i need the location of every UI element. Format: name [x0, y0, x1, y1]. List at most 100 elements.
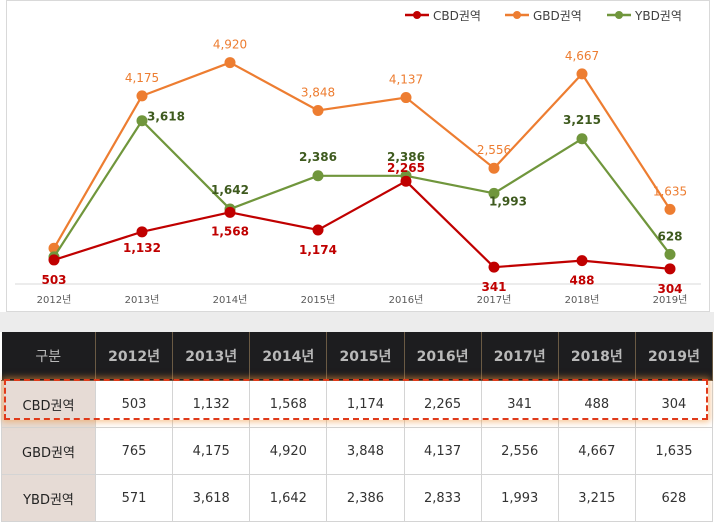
table-corner-header: 구분 [1, 332, 96, 381]
data-point [136, 226, 148, 238]
table-cell: 3,618 [172, 474, 251, 522]
data-label: 3,618 [147, 110, 185, 124]
table-header-2014: 2014년 [249, 332, 328, 381]
table-cell: 2,265 [403, 380, 482, 428]
data-label: 4,175 [125, 71, 159, 85]
data-point [664, 263, 676, 275]
table-cell: 304 [634, 380, 714, 428]
data-label: 4,137 [389, 73, 423, 87]
x-tick-label: 2012년 [37, 294, 72, 306]
legend-label: CBD권역 [433, 9, 481, 23]
table-cell: 4,667 [557, 427, 636, 475]
data-label: 4,920 [213, 38, 247, 52]
table-header-row: 구분 2012년 2013년 2014년 2015년 2016년 2017년 2… [1, 332, 714, 381]
data-table-wrap: 구분 2012년 2013년 2014년 2015년 2016년 2017년 2… [0, 332, 714, 522]
data-label: 3,215 [563, 113, 601, 127]
table-cell: 4,920 [249, 427, 328, 475]
series-line-2 [53, 119, 671, 258]
table-cell: 341 [480, 380, 559, 428]
data-point [576, 133, 588, 145]
data-label: 1,568 [211, 224, 249, 238]
data-label: 2,265 [387, 161, 425, 175]
table-cell: 571 [94, 474, 174, 522]
data-label: 1,993 [489, 194, 527, 208]
table-cell: 1,568 [249, 380, 328, 428]
x-tick-label: 2013년 [125, 294, 160, 306]
legend-label: YBD권역 [634, 9, 682, 23]
data-point [136, 90, 148, 102]
table-cell: 1,642 [249, 474, 328, 522]
table-cell: 1,132 [172, 380, 251, 428]
table-row-ybd: YBD권역 571 3,618 1,642 2,386 2,833 1,993 … [1, 474, 714, 522]
table-header-2015: 2015년 [326, 332, 405, 381]
legend-label: GBD권역 [533, 9, 582, 23]
table-cell: 4,175 [172, 427, 251, 475]
data-point [224, 206, 236, 218]
table-header-2018: 2018년 [558, 332, 636, 381]
data-point [488, 162, 500, 174]
data-label: 503 [41, 273, 66, 287]
data-label: 4,667 [565, 49, 599, 63]
data-point [224, 57, 236, 69]
data-label: 1,635 [653, 184, 687, 198]
table-cell: 628 [634, 474, 714, 522]
table-cell: 765 [94, 427, 174, 475]
table-cell: 2,386 [326, 474, 405, 522]
row-label-gbd: GBD권역 [1, 427, 96, 475]
table-cell: 3,848 [326, 427, 405, 475]
x-tick-label: 2017년 [477, 294, 512, 306]
data-label: 488 [569, 274, 594, 288]
table-cell: 503 [94, 380, 174, 428]
x-tick-label: 2014년 [213, 294, 248, 306]
data-table: 구분 2012년 2013년 2014년 2015년 2016년 2017년 2… [1, 332, 714, 522]
row-label-ybd: YBD권역 [1, 474, 96, 522]
section-gap [0, 312, 714, 332]
data-point [312, 224, 324, 236]
table-cell: 1,174 [326, 380, 405, 428]
x-tick-label: 2015년 [301, 294, 336, 306]
data-label: 2,386 [299, 150, 337, 164]
x-tick-label: 2018년 [565, 294, 600, 306]
chart-canvas: 2012년 2013년 2014년 2015년 2016년 2017년 2018년 2019년… [15, 9, 701, 306]
legend-swatch-dot [615, 11, 623, 19]
table-header-2019: 2019년 [635, 332, 714, 381]
data-label: 1,642 [211, 183, 249, 197]
data-label: 341 [481, 280, 506, 294]
table-cell: 3,215 [557, 474, 636, 522]
data-point [48, 254, 60, 266]
series-line-1 [53, 61, 671, 249]
data-point [312, 170, 324, 182]
data-point [488, 261, 500, 273]
table-cell: 488 [557, 380, 636, 428]
legend-swatch-dot [413, 11, 421, 19]
line-chart: 2012년 2013년 2014년 2015년 2016년 2017년 2018년 2019년… [6, 0, 710, 312]
data-point [664, 248, 676, 260]
data-point [664, 203, 676, 215]
table-row-cbd: CBD권역 503 1,132 1,568 1,174 2,265 341 48… [1, 380, 714, 428]
x-tick-label: 2016년 [389, 294, 424, 306]
table-cell: 1,993 [480, 474, 559, 522]
data-point [576, 68, 588, 80]
table-header-2012: 2012년 [95, 332, 174, 381]
data-point [136, 115, 148, 127]
table-cell: 2,556 [480, 427, 559, 475]
data-point [400, 175, 412, 187]
x-tick-label: 2019년 [653, 294, 688, 306]
data-point [576, 255, 588, 267]
table-cell: 2,833 [403, 474, 482, 522]
data-label: 1,132 [123, 241, 161, 255]
table-cell: 1,635 [634, 427, 714, 475]
data-label: 304 [657, 282, 682, 296]
legend-swatch-dot [513, 11, 521, 19]
table-header-2016: 2016년 [404, 332, 482, 381]
data-label: 628 [657, 229, 682, 243]
data-point [400, 92, 412, 104]
table-row-gbd: GBD권역 765 4,175 4,920 3,848 4,137 2,556 … [1, 427, 714, 475]
data-label: 2,556 [477, 143, 511, 157]
data-label: 2,386 [387, 150, 425, 164]
row-label-cbd: CBD권역 [1, 380, 96, 428]
data-label: 3,848 [301, 85, 335, 99]
data-point [312, 104, 324, 116]
table-header-2013: 2013년 [172, 332, 251, 381]
series-line-0 [53, 180, 671, 270]
